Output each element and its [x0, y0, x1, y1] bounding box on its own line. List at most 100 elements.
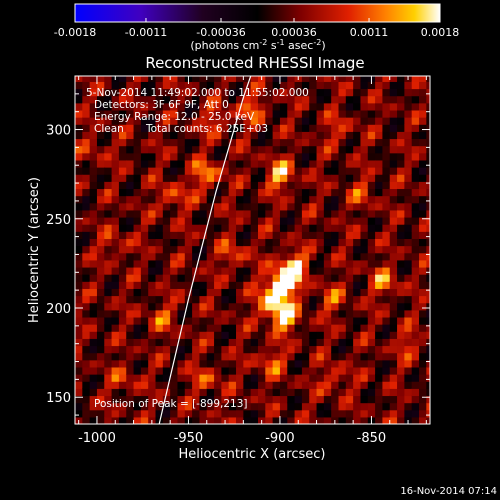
heatmap-cell [221, 81, 230, 90]
heatmap-cell [126, 338, 135, 347]
heatmap-cell [419, 88, 427, 97]
heatmap-cell [118, 345, 127, 354]
heatmap-cell [375, 102, 384, 111]
heatmap-cell [309, 81, 318, 90]
heatmap-cell [426, 316, 430, 325]
heatmap-cell [309, 245, 318, 254]
heatmap-cell [221, 252, 230, 261]
heatmap-cell [309, 216, 318, 225]
heatmap-cell [419, 402, 427, 411]
heatmap-cell [221, 209, 230, 218]
heatmap-cell [338, 231, 347, 239]
colorbar-tick-label: -0.0018 [54, 26, 96, 39]
heatmap-cell [419, 259, 427, 268]
heatmap-cell [419, 345, 427, 354]
heatmap-cell [287, 274, 296, 282]
heatmap-cell [375, 224, 384, 232]
heatmap-cell [382, 259, 391, 268]
heatmap-cell [345, 416, 354, 424]
heatmap-cell [111, 152, 120, 161]
heatmap-cell [199, 381, 208, 389]
heatmap-cell [206, 202, 215, 211]
heatmap-cell [148, 81, 157, 90]
heatmap-cell [118, 324, 127, 332]
heatmap-cell [375, 152, 384, 161]
heatmap-cell [294, 245, 303, 254]
heatmap-cell [111, 131, 120, 140]
heatmap-cell [382, 266, 391, 275]
heatmap-cell [382, 402, 391, 411]
heatmap-cell [397, 316, 405, 325]
heatmap-cell [250, 416, 259, 424]
heatmap-cell [118, 381, 127, 389]
heatmap-cell [199, 145, 208, 154]
heatmap-cell [89, 374, 98, 382]
heatmap-cell [148, 402, 157, 411]
y-tick-label: 150 [46, 391, 71, 406]
heatmap-cell [184, 252, 193, 261]
heatmap-cell [287, 359, 296, 368]
heatmap-cell [140, 374, 149, 382]
heatmap-cell [375, 181, 384, 190]
heatmap-cell [206, 359, 215, 368]
heatmap-cell [367, 409, 376, 418]
heatmap-cell [301, 259, 310, 268]
heatmap-cell [140, 224, 149, 232]
heatmap-cell [426, 216, 430, 225]
heatmap-cell [133, 409, 142, 418]
heatmap-cell [104, 324, 113, 332]
heatmap-cell [353, 159, 362, 168]
heatmap-cell [148, 288, 157, 297]
heatmap-cell [426, 181, 430, 190]
heatmap-cell [411, 416, 420, 424]
heatmap-cell [118, 138, 127, 147]
heatmap-cell [316, 409, 325, 418]
heatmap-cell [192, 302, 201, 311]
heatmap-cell [89, 224, 98, 232]
heatmap-cell [170, 416, 179, 424]
heatmap-cell [287, 202, 296, 211]
heatmap-cell [367, 302, 376, 311]
heatmap-cell [250, 231, 259, 239]
heatmap-cell [301, 331, 310, 339]
heatmap-cell [382, 145, 391, 154]
heatmap-cell [367, 174, 376, 182]
heatmap-cell [111, 109, 120, 118]
heatmap-cell [338, 331, 347, 339]
heatmap-cell [389, 131, 398, 140]
heatmap-cell [272, 324, 281, 332]
heatmap-cell [89, 238, 98, 247]
heatmap-cell [404, 245, 413, 254]
heatmap-cell [118, 352, 127, 361]
heatmap-cell [140, 331, 149, 339]
heatmap-cell [294, 352, 303, 361]
heatmap-cell [272, 174, 281, 182]
heatmap-cell [353, 102, 362, 111]
heatmap-cell [411, 331, 420, 339]
heatmap-cell [214, 76, 222, 82]
heatmap-cell [184, 266, 193, 275]
heatmap-cell [382, 231, 391, 239]
heatmap-cell [426, 416, 430, 424]
heatmap-cell [192, 102, 201, 111]
heatmap-cell [82, 324, 91, 332]
heatmap-cell [279, 131, 288, 140]
heatmap-cell [140, 209, 149, 218]
heatmap-cell [133, 274, 142, 282]
heatmap-cell [375, 95, 384, 104]
heatmap-cell [104, 402, 113, 411]
heatmap-cell [214, 259, 222, 268]
heatmap-cell [184, 159, 193, 168]
heatmap-cell [331, 302, 340, 311]
heatmap-cell [206, 95, 215, 104]
heatmap-cell [75, 295, 83, 304]
heatmap-cell [104, 374, 113, 382]
heatmap-cell [89, 302, 98, 311]
heatmap-cell [382, 302, 391, 311]
heatmap-cell [397, 245, 405, 254]
heatmap-cell [148, 202, 157, 211]
heatmap-cell [104, 216, 113, 225]
heatmap-cell [294, 159, 303, 168]
heatmap-cell [279, 366, 288, 375]
